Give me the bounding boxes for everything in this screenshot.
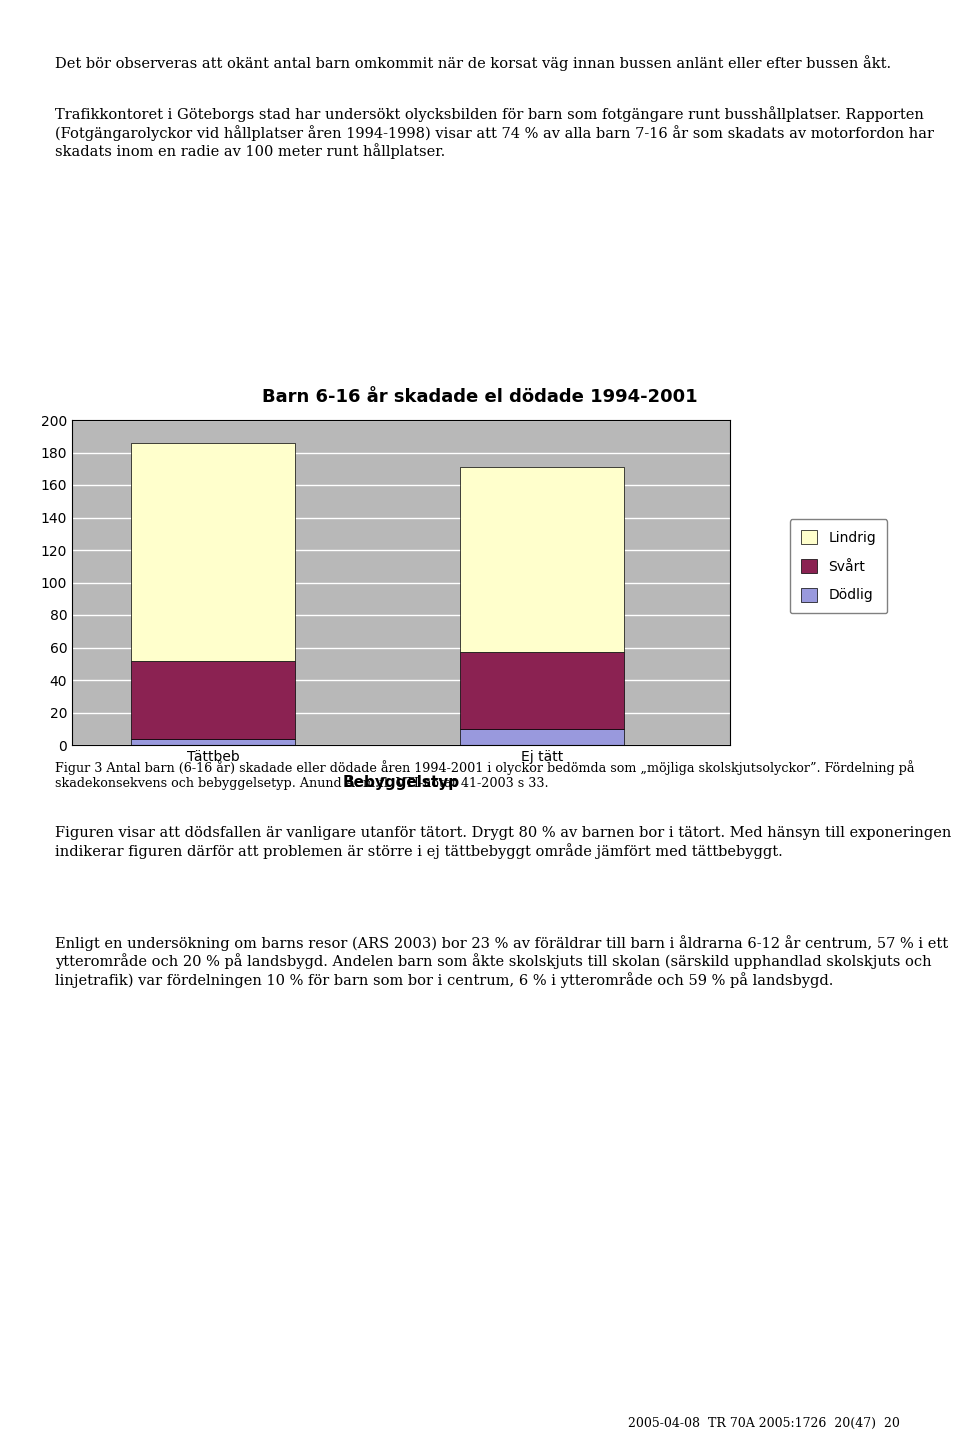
Legend: Lindrig, Svårt, Dödlig: Lindrig, Svårt, Dödlig bbox=[789, 519, 887, 613]
Text: Barn 6-16 år skadade el dödade 1994-2001: Barn 6-16 år skadade el dödade 1994-2001 bbox=[262, 388, 698, 405]
Text: Figur 3 Antal barn (6-16 år) skadade eller dödade åren 1994-2001 i olyckor bedöm: Figur 3 Antal barn (6-16 år) skadade ell… bbox=[55, 760, 915, 790]
Text: 2005-04-08  TR 70A 2005:1726  20(47)  20: 2005-04-08 TR 70A 2005:1726 20(47) 20 bbox=[628, 1417, 900, 1430]
Text: Vägverket: Vägverket bbox=[72, 9, 279, 44]
Bar bbox=[131, 661, 296, 738]
Bar bbox=[460, 652, 624, 729]
Text: Det bör observeras att okänt antal barn omkommit när de korsat väg innan bussen : Det bör observeras att okänt antal barn … bbox=[55, 55, 891, 71]
Text: Trafikkontoret i Göteborgs stad har undersökt olycksbilden för barn som fotgänga: Trafikkontoret i Göteborgs stad har unde… bbox=[55, 106, 934, 160]
Text: Figuren visar att dödsfallen är vanligare utanför tätort. Drygt 80 % av barnen b: Figuren visar att dödsfallen är vanligar… bbox=[55, 827, 951, 859]
Text: Enligt en undersökning om barns resor (ARS 2003) bor 23 % av föräldrar till barn: Enligt en undersökning om barns resor (A… bbox=[55, 936, 948, 988]
Bar bbox=[460, 729, 624, 745]
X-axis label: Bebyggelstyp: Bebyggelstyp bbox=[343, 774, 460, 790]
Bar bbox=[460, 466, 624, 652]
Bar bbox=[131, 443, 296, 661]
Bar bbox=[131, 738, 296, 745]
